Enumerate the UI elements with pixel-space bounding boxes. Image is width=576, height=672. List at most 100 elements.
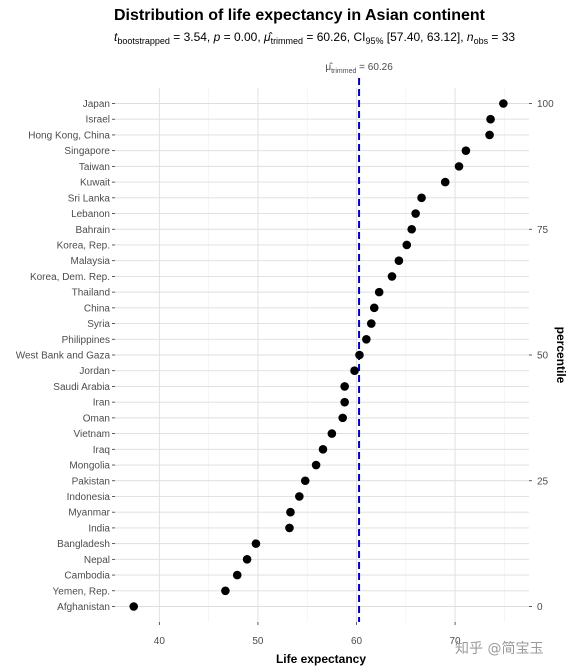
data-point bbox=[232, 570, 242, 580]
category-label: Nepal bbox=[84, 555, 110, 566]
x-tick-label: 70 bbox=[450, 636, 462, 647]
data-point bbox=[129, 602, 139, 611]
category-label: Pakistan bbox=[72, 476, 110, 487]
x-axis-title: Life expectancy bbox=[276, 652, 366, 666]
category-label: Saudi Arabia bbox=[53, 382, 110, 393]
right-tick-label: 100 bbox=[537, 99, 554, 110]
chart-title: Distribution of life expectancy in Asian… bbox=[114, 7, 486, 24]
data-point bbox=[366, 319, 376, 328]
data-point bbox=[394, 256, 404, 265]
category-label: Hong Kong, China bbox=[28, 130, 110, 141]
category-label: Kuwait bbox=[80, 178, 110, 189]
data-point bbox=[338, 413, 348, 423]
subtitle-p-value: = 0.00, bbox=[220, 30, 264, 44]
data-point bbox=[402, 240, 412, 250]
category-label: Bangladesh bbox=[57, 539, 110, 550]
x-tick-label: 40 bbox=[154, 636, 166, 647]
data-point bbox=[362, 334, 371, 344]
data-point bbox=[411, 209, 420, 218]
data-point bbox=[340, 382, 349, 391]
data-point bbox=[285, 523, 294, 533]
data-point bbox=[461, 146, 471, 155]
chart-subtitle: tbootstrapped = 3.54, p = 0.00, μ̂trimme… bbox=[114, 30, 515, 46]
right-tick-label: 75 bbox=[537, 225, 549, 236]
data-point bbox=[350, 366, 359, 376]
subtitle-t-sub: bootstrapped bbox=[117, 36, 170, 46]
subtitle-t-value: = 3.54, bbox=[170, 30, 214, 44]
data-point bbox=[355, 350, 364, 360]
data-point bbox=[221, 586, 230, 596]
x-axis-ticks: 40 50 60 70 bbox=[154, 622, 461, 647]
category-label: Afghanistan bbox=[57, 602, 110, 613]
category-label: Korea, Dem. Rep. bbox=[30, 272, 110, 283]
data-point bbox=[374, 287, 384, 297]
category-label: Israel bbox=[86, 115, 110, 126]
data-point bbox=[440, 177, 450, 187]
mean-annotation: μ̂trimmed = 60.26 bbox=[325, 61, 393, 75]
right-tick-label: 50 bbox=[537, 351, 549, 362]
category-labels: Afghanistan Yemen, Rep. Cambodia Nepal Bangl… bbox=[16, 99, 115, 613]
subtitle-ci-sub: 95% bbox=[365, 36, 383, 46]
subtitle-mu-value: = 60.26, CI bbox=[303, 30, 365, 44]
category-label: Sri Lanka bbox=[68, 193, 111, 204]
category-label: Korea, Rep. bbox=[57, 240, 110, 251]
data-point bbox=[318, 445, 328, 454]
data-point bbox=[387, 272, 397, 281]
data-point bbox=[499, 99, 508, 108]
subtitle-mu-label: μ̂ bbox=[263, 30, 273, 44]
subtitle-n-value: = 33 bbox=[488, 30, 515, 44]
data-points bbox=[129, 99, 508, 611]
x-tick-label: 60 bbox=[351, 636, 363, 647]
category-label: Thailand bbox=[72, 288, 110, 299]
category-label: Iran bbox=[93, 398, 110, 409]
x-tick-label: 50 bbox=[252, 636, 264, 647]
data-point bbox=[340, 397, 349, 407]
category-label: Japan bbox=[83, 99, 110, 110]
right-tick-label: 0 bbox=[537, 602, 543, 613]
category-label: Oman bbox=[83, 413, 110, 424]
category-label: Indonesia bbox=[67, 492, 111, 503]
data-point bbox=[407, 224, 417, 234]
grid bbox=[115, 88, 529, 622]
category-label: Vietnam bbox=[73, 429, 110, 440]
subtitle-n-sub: obs bbox=[474, 36, 489, 46]
data-point bbox=[251, 539, 261, 548]
subtitle-mu-sub: trimmed bbox=[271, 36, 304, 46]
subtitle-ci-value: [57.40, 63.12], bbox=[383, 30, 466, 44]
category-label: Bahrain bbox=[76, 225, 110, 236]
right-axis-ticks: 0 25 50 75 100 bbox=[529, 99, 554, 613]
category-label: Lebanon bbox=[71, 209, 110, 220]
category-label: Malaysia bbox=[71, 256, 111, 267]
category-label: Mongolia bbox=[69, 461, 110, 472]
data-point bbox=[417, 193, 426, 203]
data-point bbox=[300, 476, 310, 486]
right-tick-label: 25 bbox=[537, 476, 549, 487]
watermark: 知乎 @简宝玉 bbox=[455, 640, 543, 657]
category-label: Singapore bbox=[64, 146, 110, 157]
data-point bbox=[295, 492, 304, 501]
data-point bbox=[486, 114, 495, 124]
category-label: Myanmar bbox=[68, 508, 110, 519]
data-point bbox=[327, 429, 337, 438]
data-point bbox=[454, 162, 464, 171]
data-point bbox=[311, 460, 321, 470]
right-axis-title: percentile bbox=[554, 327, 568, 384]
data-point bbox=[369, 303, 379, 313]
data-point bbox=[242, 555, 252, 564]
subtitle-t-label: t bbox=[114, 30, 118, 44]
category-label: Jordan bbox=[79, 366, 110, 377]
category-label: Taiwan bbox=[79, 162, 110, 173]
data-point bbox=[286, 507, 295, 517]
category-label: India bbox=[88, 523, 110, 534]
category-label: Syria bbox=[87, 319, 110, 330]
category-label: West Bank and Gaza bbox=[16, 351, 111, 362]
mean-annotation-value: = 60.26 bbox=[356, 62, 393, 73]
mean-annotation-sub: trimmed bbox=[331, 68, 356, 75]
category-label: Cambodia bbox=[64, 571, 110, 582]
data-point bbox=[485, 130, 494, 140]
category-label: Yemen, Rep. bbox=[53, 586, 110, 597]
mean-annotation-label: μ̂ bbox=[325, 61, 333, 73]
category-label: Iraq bbox=[93, 445, 110, 456]
subtitle-n-label: n bbox=[467, 30, 474, 44]
